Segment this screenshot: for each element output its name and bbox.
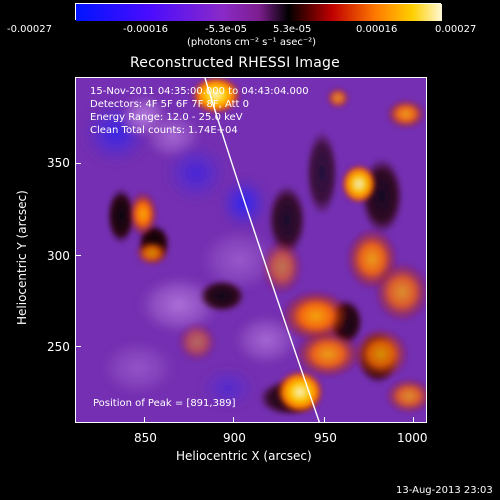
x-tick-850 [144, 417, 145, 423]
overlay-line-4: Clean Total counts: 1.74E+04 [90, 125, 238, 136]
y-tick-350 [75, 163, 81, 164]
colorbar-tick-1: -0.00027 [7, 24, 52, 35]
colorbar-tick-5: 0.00016 [356, 24, 398, 35]
x-tick-900 [233, 417, 234, 423]
colorbar-unit: (photons cm⁻² s⁻¹ asec⁻²) [187, 37, 317, 48]
y-tick-label-300: 300 [47, 249, 70, 263]
y-tick-label-250: 250 [47, 340, 70, 354]
plot-area: 15-Nov-2011 04:35:00.000 to 04:43:04.000… [75, 77, 427, 423]
heatmap [76, 78, 426, 422]
footer-timestamp: 13-Aug-2013 23:03 [396, 485, 493, 496]
y-tick-250 [75, 346, 81, 347]
plot-title: Reconstructed RHESSI Image [130, 55, 340, 71]
y-tick-label-350: 350 [47, 156, 70, 170]
overlay-line-3: Energy Range: 12.0 - 25.0 keV [90, 112, 243, 123]
solar-limb-line [204, 78, 321, 422]
x-tick-label-900: 900 [223, 431, 246, 445]
x-tick-label-1000: 1000 [397, 431, 428, 445]
y-tick-300 [75, 255, 81, 256]
overlay-line-1: 15-Nov-2011 04:35:00.000 to 04:43:04.000 [90, 86, 309, 97]
colorbar-gradient [76, 4, 442, 21]
x-axis-label: Heliocentric X (arcsec) [176, 449, 312, 463]
y-axis-label: Heliocentric Y (arcsec) [15, 190, 29, 325]
colorbar [75, 3, 442, 21]
x-tick-label-850: 850 [134, 431, 157, 445]
colorbar-tick-6: 0.00027 [435, 24, 477, 35]
colorbar-tick-4: 5.3e-05 [273, 24, 312, 35]
peak-position: Position of Peak = [891,389] [93, 398, 236, 409]
x-tick-label-950: 950 [314, 431, 337, 445]
x-tick-1000 [413, 417, 414, 423]
overlay-line-2: Detectors: 4F 5F 6F 7F 8F, Att 0 [90, 99, 250, 110]
x-tick-950 [324, 417, 325, 423]
colorbar-tick-2: -0.00016 [123, 24, 168, 35]
colorbar-tick-3: -5.3e-05 [205, 24, 247, 35]
